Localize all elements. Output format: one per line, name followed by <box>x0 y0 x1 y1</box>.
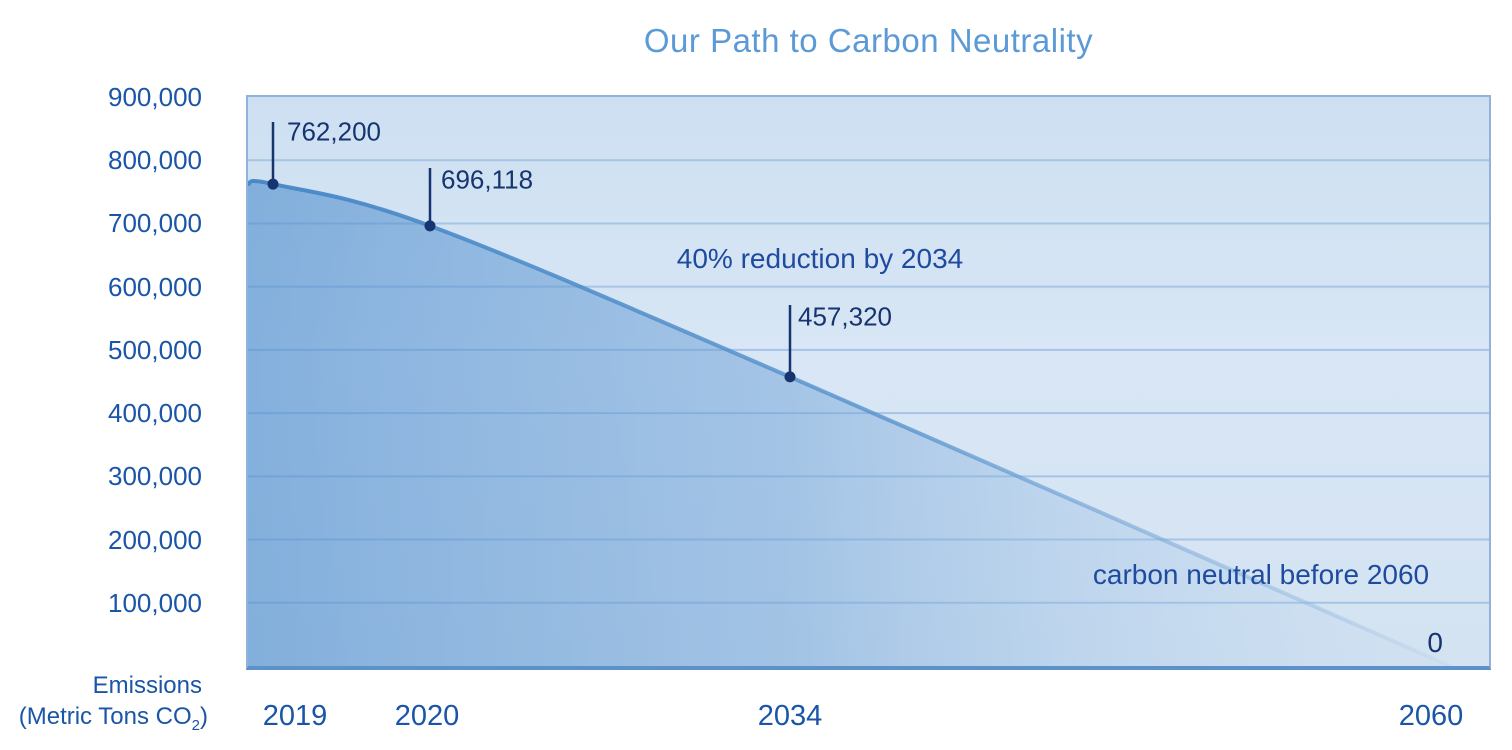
annotation-text: 40% reduction by 2034 <box>676 243 964 274</box>
x-tick-label: 2020 <box>394 700 460 732</box>
data-point-dot <box>267 178 279 190</box>
data-point-dot <box>784 371 796 383</box>
data-point-dot <box>424 220 436 232</box>
y-tick-label: 700,000 <box>108 208 202 239</box>
emissions-trend-line <box>248 179 1451 666</box>
y-tick-label: 100,000 <box>108 587 202 618</box>
annotation-text: carbon neutral before 2060 <box>1092 559 1430 590</box>
point-value-label: 0 <box>1427 627 1443 658</box>
chart-title: Our Path to Carbon Neutrality <box>643 22 1094 59</box>
x-tick-label: 2019 <box>262 700 328 732</box>
y-tick-label: 300,000 <box>108 461 202 492</box>
emissions-area-fill <box>248 181 1450 666</box>
y-axis-caption-line1: Emissions <box>92 672 202 699</box>
point-value-label: 457,320 <box>798 301 892 332</box>
area-chart-svg <box>248 122 1489 666</box>
y-tick-label: 900,000 <box>108 82 202 112</box>
plot-area <box>246 95 1491 670</box>
y-axis-caption-line2: (Metric Tons CO2) <box>18 703 208 734</box>
y-tick-label: 400,000 <box>108 398 202 429</box>
x-tick-label: 2034 <box>757 700 823 732</box>
callout-markers <box>267 122 796 383</box>
y-tick-label: 800,000 <box>108 145 202 176</box>
y-tick-label: 200,000 <box>108 524 202 555</box>
y-tick-label: 500,000 <box>108 334 202 365</box>
point-value-label: 762,200 <box>287 116 381 147</box>
x-tick-label: 2060 <box>1398 700 1464 732</box>
point-value-label: 696,118 <box>441 164 534 195</box>
y-tick-label: 600,000 <box>108 271 202 302</box>
